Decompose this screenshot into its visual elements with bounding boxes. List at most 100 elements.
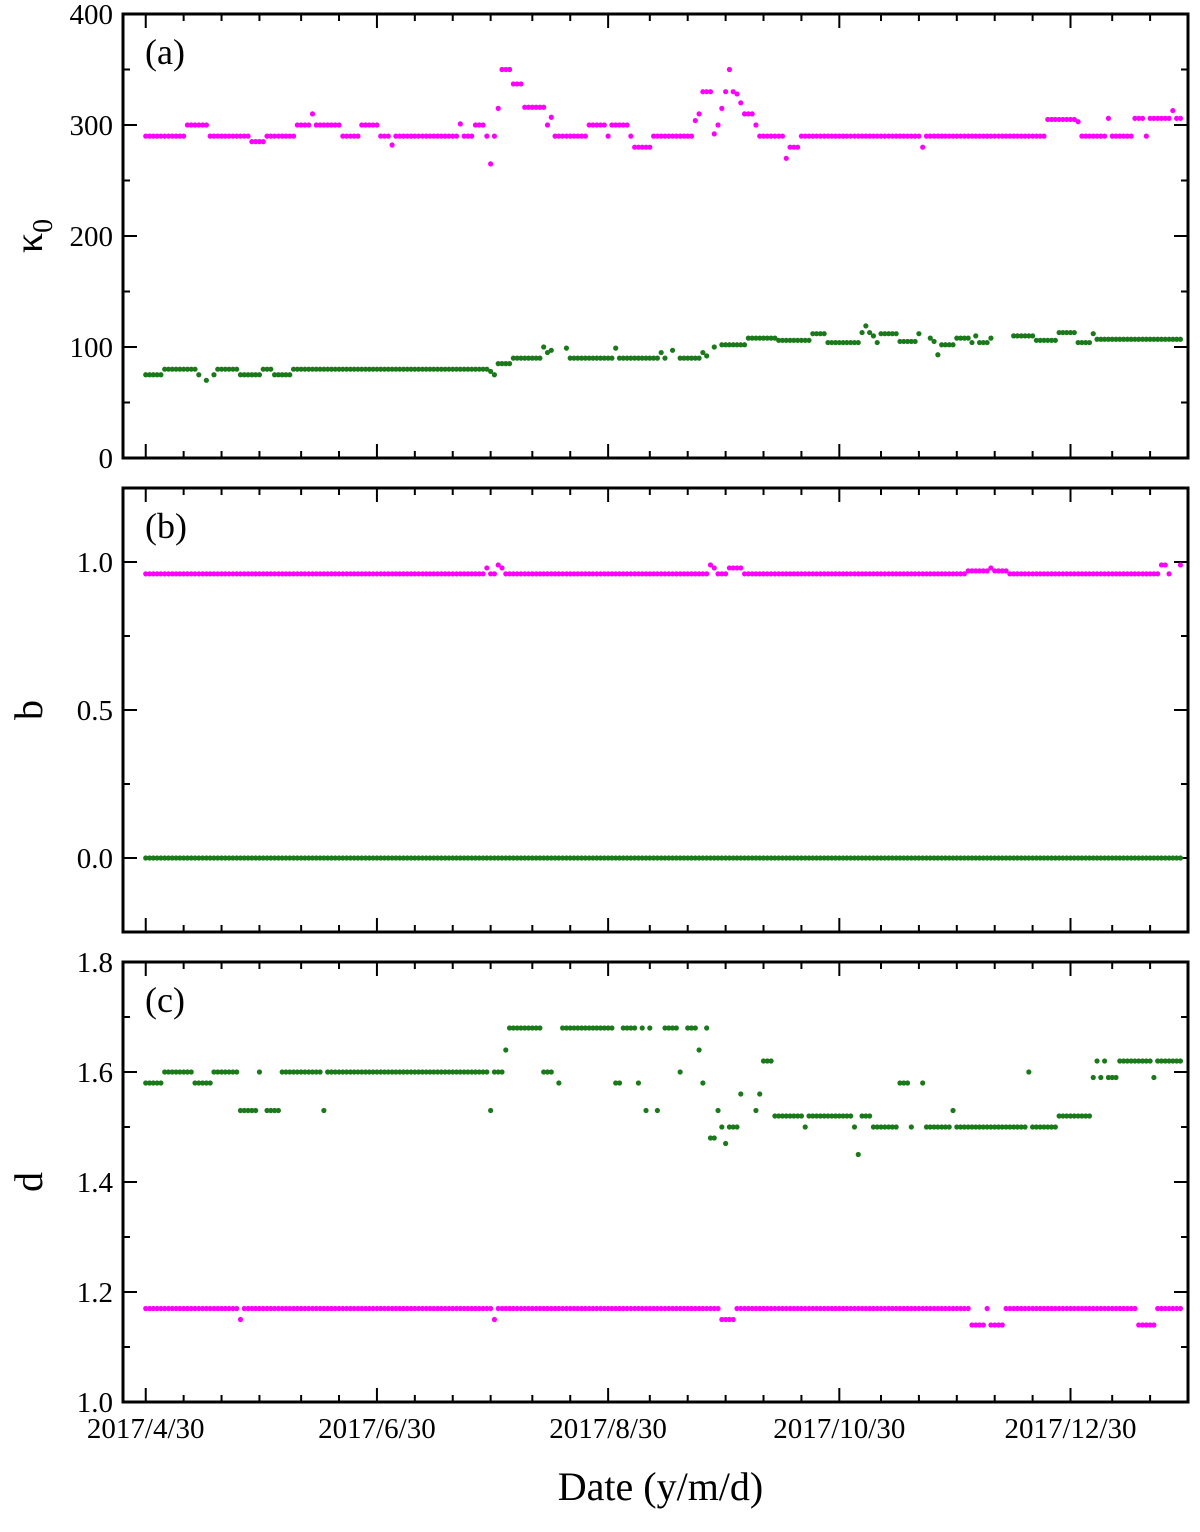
series-1 xyxy=(143,855,1184,861)
y-tick-label: 1.2 xyxy=(77,1277,113,1309)
data-point xyxy=(1128,1058,1134,1064)
data-point xyxy=(1033,1124,1039,1130)
data-point xyxy=(230,133,236,139)
data-point xyxy=(499,361,505,367)
data-point xyxy=(1011,1305,1017,1312)
data-point xyxy=(1174,336,1180,342)
data-point xyxy=(404,1305,410,1312)
data-point xyxy=(290,133,297,139)
data-point xyxy=(260,571,266,577)
data-point xyxy=(541,1305,547,1312)
data-point xyxy=(768,855,774,861)
data-point xyxy=(798,1113,805,1119)
data-point xyxy=(442,1305,448,1312)
data-point xyxy=(215,571,221,577)
data-point xyxy=(514,855,520,861)
data-point xyxy=(412,571,418,577)
data-point xyxy=(1067,1305,1074,1312)
data-point xyxy=(677,571,683,577)
data-point xyxy=(969,339,975,346)
data-point xyxy=(393,1069,399,1075)
data-point xyxy=(1052,571,1058,577)
data-point xyxy=(218,1069,225,1075)
data-point xyxy=(325,366,331,372)
data-point xyxy=(423,571,429,577)
data-point xyxy=(344,855,350,861)
data-point xyxy=(340,133,346,139)
data-point xyxy=(1143,1322,1149,1328)
data-point xyxy=(381,855,388,861)
data-point xyxy=(597,1305,604,1312)
data-point xyxy=(199,122,206,128)
data-point xyxy=(389,855,395,861)
data-point xyxy=(711,1305,717,1312)
data-point xyxy=(578,571,585,577)
data-point xyxy=(438,571,444,577)
data-point xyxy=(950,1107,956,1114)
data-point xyxy=(1136,855,1142,861)
data-point xyxy=(734,1124,740,1130)
data-point xyxy=(560,1305,566,1312)
data-point xyxy=(632,355,638,361)
data-point xyxy=(215,1305,221,1312)
data-point xyxy=(942,133,949,139)
data-point xyxy=(279,1069,285,1075)
data-point xyxy=(882,1305,888,1312)
data-point xyxy=(969,855,975,861)
data-point xyxy=(192,855,198,861)
data-point xyxy=(450,571,456,577)
data-point xyxy=(992,1322,998,1328)
data-point xyxy=(848,855,854,861)
data-point xyxy=(840,339,846,346)
data-point xyxy=(146,133,153,139)
data-point xyxy=(571,855,577,861)
data-point xyxy=(1018,855,1024,861)
data-point xyxy=(745,855,751,861)
data-point xyxy=(923,1124,930,1130)
data-point xyxy=(290,855,297,861)
data-point xyxy=(882,571,888,577)
data-point xyxy=(870,1124,877,1130)
data-point xyxy=(453,366,460,372)
data-point xyxy=(851,571,858,577)
data-point xyxy=(336,1069,342,1075)
y-tick-label: 1.0 xyxy=(77,547,113,579)
data-point xyxy=(658,133,664,139)
x-tick-label: 2017/10/30 xyxy=(773,1413,905,1445)
data-point xyxy=(817,571,823,577)
data-point xyxy=(984,1305,990,1312)
data-point xyxy=(510,1305,516,1312)
data-point xyxy=(813,571,820,577)
data-point xyxy=(1041,855,1047,861)
data-point xyxy=(594,1305,600,1312)
data-point xyxy=(374,122,380,128)
data-point xyxy=(1120,1305,1127,1312)
data-point xyxy=(544,571,551,577)
data-point xyxy=(397,855,403,861)
data-point xyxy=(1147,1058,1153,1064)
data-point xyxy=(1060,116,1066,123)
data-point xyxy=(821,331,827,337)
data-point xyxy=(874,1124,880,1130)
data-point xyxy=(776,133,782,139)
data-point xyxy=(1064,329,1070,336)
data-point xyxy=(427,571,433,577)
data-point xyxy=(1158,1058,1165,1064)
data-point xyxy=(904,855,911,861)
data-point xyxy=(840,571,846,577)
data-point xyxy=(912,133,918,139)
data-point xyxy=(340,366,346,372)
data-point xyxy=(616,1080,623,1086)
data-point xyxy=(620,571,626,577)
data-point xyxy=(241,1107,247,1114)
data-point xyxy=(613,122,619,128)
data-point xyxy=(1117,133,1123,139)
data-point xyxy=(624,571,630,577)
data-point xyxy=(525,855,532,861)
data-point xyxy=(692,355,698,361)
data-point xyxy=(165,855,172,861)
data-point xyxy=(192,366,198,372)
data-point xyxy=(1045,337,1051,343)
data-point xyxy=(870,571,877,577)
data-point xyxy=(442,855,448,861)
